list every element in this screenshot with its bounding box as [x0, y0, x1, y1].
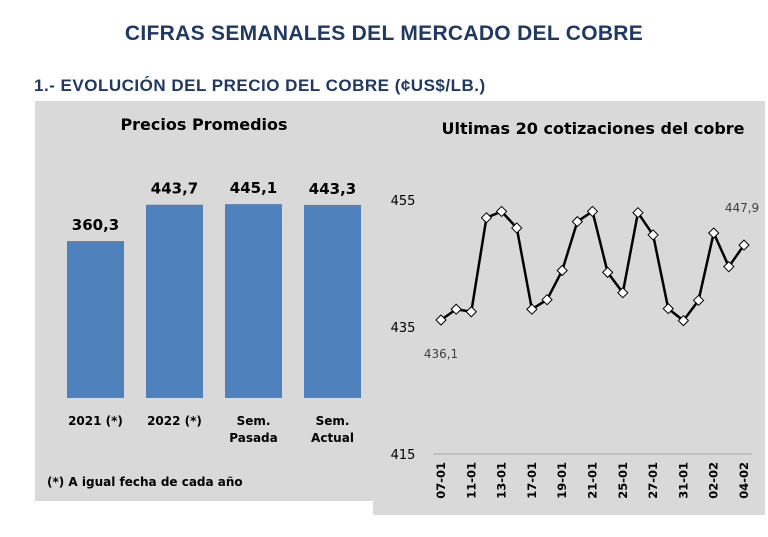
x-tick-label: 17-01 — [525, 462, 539, 499]
bar-category-label-1: 2022 (*) — [147, 414, 202, 428]
line-chart: 415 435 455 07-01 11-01 13-01 17-01 19-01 21-01 2… — [391, 194, 760, 499]
bar-chart-title: Precios Promedios — [120, 115, 288, 134]
x-tick-label: 11-01 — [464, 462, 478, 499]
annotation-label: 436,1 — [424, 347, 458, 361]
point-marker — [495, 205, 508, 218]
bar-data-label-3: 443,3 — [309, 180, 356, 198]
y-tick-label: 415 — [391, 448, 416, 463]
point-marker — [511, 222, 523, 234]
point-marker — [647, 229, 659, 241]
x-tick-label: 04-02 — [737, 462, 751, 499]
point-marker — [662, 302, 674, 315]
point-marker — [586, 205, 599, 218]
bar-category-label-0: 2021 (*) — [68, 414, 123, 428]
point-marker — [435, 314, 447, 326]
bar-1 — [146, 204, 203, 398]
y-tick-label: 455 — [391, 194, 416, 209]
point-marker — [541, 293, 553, 306]
page-title: CIFRAS SEMANALES DEL MERCADO DEL COBRE — [124, 22, 644, 45]
x-tick-label: 13-01 — [495, 462, 509, 499]
x-tick-label: 25-01 — [616, 462, 630, 499]
bar-data-label-1: 443,7 — [151, 180, 198, 198]
line-chart-title: Ultimas 20 cotizaciones del cobre — [441, 119, 745, 138]
x-tick-label: 07-01 — [434, 462, 448, 499]
point-marker — [556, 264, 568, 277]
footnote: (*) A igual fecha de cada año — [47, 475, 243, 489]
bar-chart: 360,3 2021 (*) 443,7 2022 (*) 445,1 Sem. Pasad… — [67, 179, 361, 445]
bar-data-label-2: 445,1 — [230, 179, 277, 197]
annotation-label: 447,9 — [725, 201, 759, 215]
x-tick-label: 02-02 — [707, 462, 721, 499]
bar-2 — [225, 204, 282, 398]
point-marker — [707, 227, 720, 239]
point-marker — [465, 306, 478, 318]
section-title: 1.- EVOLUCIÓN DEL PRECIO DEL COBRE (¢US$… — [34, 76, 486, 95]
bar-category-label-3: Sem. Actual — [311, 414, 354, 445]
bar-chart-panel: Precios Promedios 360,3 2021 (*) 443,7 2022… — [35, 101, 373, 501]
point-marker — [571, 215, 584, 228]
point-marker — [480, 212, 493, 224]
point-marker — [632, 206, 644, 219]
x-tick-label: 27-01 — [646, 462, 660, 499]
bar-data-label-0: 360,3 — [72, 216, 119, 234]
point-marker — [723, 260, 735, 273]
point-marker — [526, 303, 538, 315]
bar-0 — [67, 241, 124, 398]
bar-category-label-2: Sem. Pasada — [229, 414, 278, 445]
x-tick-label: 19-01 — [555, 462, 569, 499]
point-marker — [601, 266, 614, 279]
point-marker — [738, 239, 750, 251]
point-marker — [617, 287, 629, 299]
point-marker — [692, 294, 705, 307]
y-tick-label: 435 — [391, 321, 416, 336]
point-marker — [677, 314, 690, 327]
line-chart-panel: Ultimas 20 cotizaciones del cobre 415 435… — [373, 101, 765, 515]
x-tick-label: 31-01 — [676, 462, 690, 499]
point-marker — [450, 303, 462, 315]
x-tick-label: 21-01 — [586, 462, 600, 499]
bar-3 — [304, 204, 361, 398]
